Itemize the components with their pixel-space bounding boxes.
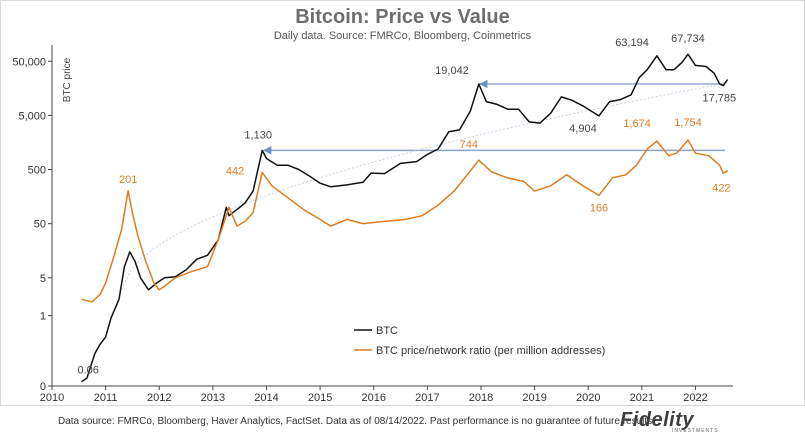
y-tick-label: 50,000 — [12, 56, 46, 68]
btc-data-label: 63,194 — [615, 37, 649, 49]
x-tick-label: 2011 — [94, 392, 118, 404]
footer-note: Data source: FMRCo, Bloomberg, Haver Ana… — [58, 416, 655, 427]
btc-data-label: 19,042 — [435, 65, 469, 77]
chart-title: Bitcoin: Price vs Value — [295, 6, 510, 28]
series-layer — [81, 53, 729, 383]
x-tick-label: 2014 — [254, 392, 278, 404]
x-tick-label: 2021 — [630, 392, 654, 404]
x-tick-label: 2016 — [361, 392, 385, 404]
btc-data-label: 17,785 — [703, 93, 737, 105]
value-trend-curve — [121, 82, 728, 291]
ratio-data-label: 744 — [460, 139, 478, 151]
chart-subtitle: Daily data. Source: FMRCo, Bloomberg, Co… — [273, 30, 532, 42]
x-tick-label: 2022 — [683, 392, 707, 404]
ratio-data-label: 201 — [119, 174, 137, 186]
x-tick-label: 2015 — [308, 392, 332, 404]
x-tick-label: 2018 — [469, 392, 493, 404]
fidelity-logo: Fidelity — [620, 409, 695, 431]
btc-data-label: 0.06 — [77, 365, 98, 377]
fidelity-logo-tagline: INVESTMENTS — [672, 428, 719, 434]
trend-lines — [121, 79, 728, 291]
annotations: 0.06 1,130 19,042 4,904 63,194 67,734 17,785 20… — [77, 33, 736, 377]
x-tick-label: 2017 — [415, 392, 439, 404]
ratio-data-label: 422 — [712, 183, 730, 195]
x-tick-label: 2020 — [576, 392, 600, 404]
ratio-data-label: 442 — [226, 165, 244, 177]
legend: BTC BTC price/network ratio (per million … — [354, 325, 605, 357]
btc-network-ratio-line — [81, 139, 729, 303]
y-tick-label: 1 — [40, 311, 46, 323]
legend-label: BTC price/network ratio (per million add… — [376, 345, 605, 357]
btc-price-line — [81, 53, 729, 383]
y-tick-label: 5,000 — [18, 110, 46, 122]
y-tick-label: 5 — [40, 273, 46, 285]
ratio-data-label: 1,754 — [674, 117, 702, 129]
x-tick-label: 2012 — [147, 392, 171, 404]
x-tick-label: 2010 — [40, 392, 64, 404]
btc-data-label: 67,734 — [671, 33, 705, 45]
btc-data-label: 1,130 — [244, 129, 272, 141]
legend-label: BTC — [376, 325, 398, 337]
ratio-data-label: 166 — [590, 202, 608, 214]
ratio-data-label: 1,674 — [623, 118, 651, 130]
y-tick-label: 500 — [28, 165, 46, 177]
y-tick-label: 50 — [34, 219, 46, 231]
y-tick-label: 0 — [40, 381, 46, 393]
btc-data-label: 4,904 — [569, 123, 597, 135]
x-tick-label: 2019 — [522, 392, 546, 404]
y-axis-label: BTC price — [62, 57, 73, 102]
x-tick-label: 2013 — [201, 392, 225, 404]
